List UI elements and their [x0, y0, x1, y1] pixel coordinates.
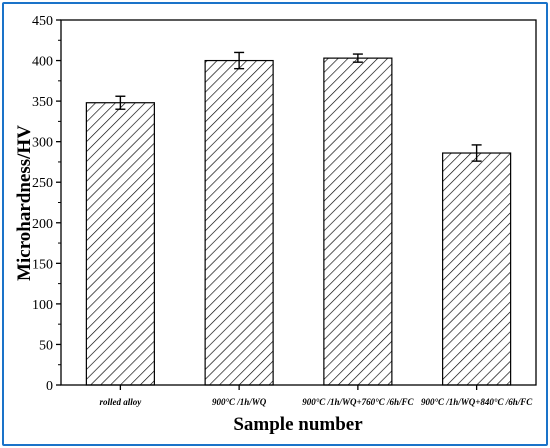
y-tick-label: 250 — [32, 176, 53, 191]
bars-group — [85, 57, 512, 386]
y-tick-label: 100 — [32, 298, 53, 313]
x-tick-label: 900°C /1h/WQ — [212, 397, 267, 407]
x-axis-title: Sample number — [233, 414, 363, 435]
error-bars-group — [115, 51, 482, 162]
y-tick-label: 0 — [46, 379, 53, 394]
y-axis-ticks: 0 50 100 150 200 250 300 350 400 450 — [32, 14, 61, 394]
x-axis-ticks: rolled alloy 900°C /1h/WQ 900°C /1h/WQ+760… — [100, 385, 533, 407]
bar — [323, 57, 393, 386]
y-tick-label: 400 — [32, 55, 53, 70]
y-tick-label: 300 — [32, 136, 53, 151]
bar — [204, 59, 274, 386]
bar — [85, 102, 155, 386]
y-tick-label: 350 — [32, 95, 53, 110]
y-tick-label: 200 — [32, 217, 53, 232]
y-tick-label: 150 — [32, 257, 53, 272]
x-tick-label: rolled alloy — [100, 397, 143, 407]
y-tick-label: 50 — [39, 338, 53, 353]
y-axis-title: Microhardness/HV — [14, 125, 35, 281]
y-tick-label: 450 — [32, 14, 53, 29]
bar — [442, 152, 512, 386]
x-tick-label: 900°C /1h/WQ+840°C /6h/FC — [421, 397, 533, 407]
x-tick-label: 900°C /1h/WQ+760°C /6h/FC — [302, 397, 414, 407]
